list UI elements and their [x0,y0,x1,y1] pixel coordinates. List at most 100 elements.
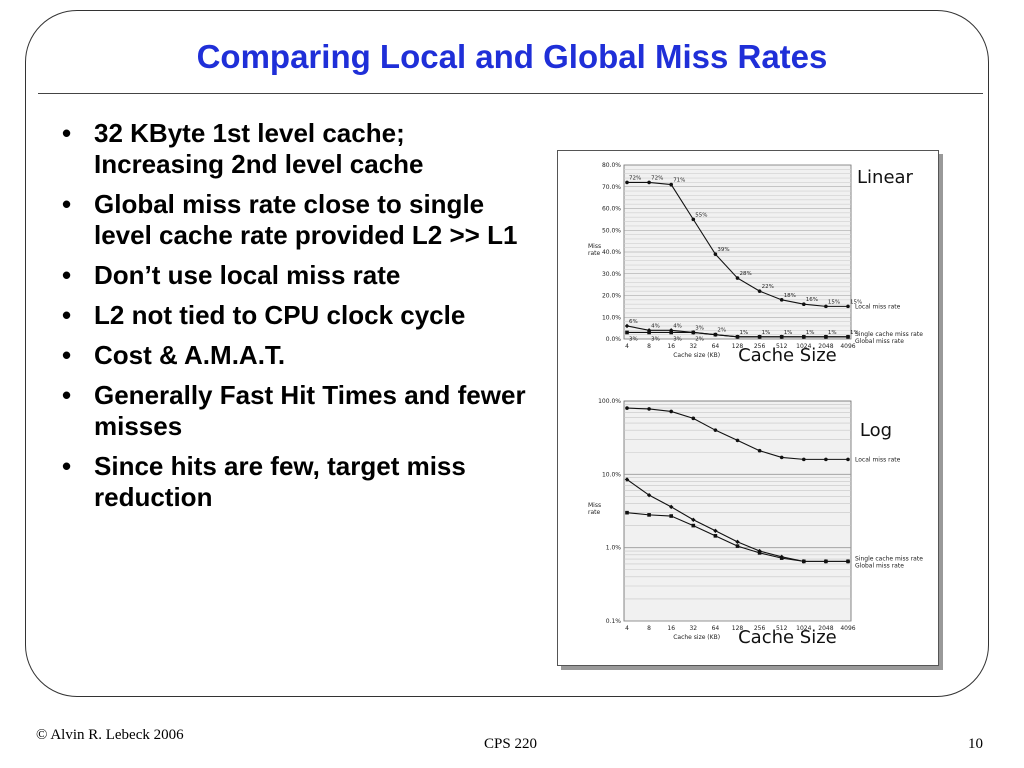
data-label: 3% [673,336,682,342]
bullet-text: Global miss rate close to single level c… [94,189,518,250]
x-axis-caption: Cache Size [738,627,837,648]
x-tick-label: 256 [754,343,766,350]
data-point [713,332,718,337]
data-point [669,182,673,187]
x-axis-caption: Cache Size [738,345,837,366]
y-tick-label: 100.0% [598,398,621,405]
miss-rate-charts: 0.0% 10.0% 20.0% 30.0% 40.0% 50.0% 60.0% 70.0% 8… [588,162,923,648]
data-label: 2% [695,336,704,342]
x-tick-label: 128 [732,625,744,632]
data-label: 16% [806,297,818,303]
footer-course: CPS 220 [484,736,537,752]
x-tick-label: 4096 [840,625,855,632]
data-point [757,335,762,339]
title-divider [38,93,983,94]
bullet-marker: • [62,189,72,219]
miss-rate-figure: 0.0% 10.0% 20.0% 30.0% 40.0% 50.0% 60.0% 70.0% 8… [557,150,939,666]
bullet-marker: • [62,260,72,290]
data-label: 28% [740,271,752,277]
data-point [824,457,828,462]
data-point [757,448,762,453]
data-point [669,409,673,414]
data-point [625,406,629,410]
data-point [824,559,828,564]
x-axis-label: Cache size (KB) [673,352,720,359]
bullet-item: • Global miss rate close to single level … [60,189,538,251]
bullet-text: 32 KByte 1st level cache; Increasing 2nd… [94,118,424,179]
bullet-item: • Don’t use local miss rate [60,260,538,291]
data-label: 1% [850,330,859,336]
chart-title: Linear [857,167,914,188]
bullet-marker: • [62,118,72,148]
data-point [779,298,784,302]
data-point [624,477,630,482]
data-point [669,514,673,518]
slide-title: Comparing Local and Global Miss Rates [196,38,828,75]
data-point [647,330,651,335]
data-label: 72% [651,175,663,181]
data-point [735,276,740,280]
data-point [647,407,651,411]
y-tick-label: 40.0% [602,249,621,256]
data-point [647,180,651,185]
bullet-marker: • [62,451,72,481]
y-tick-label: 60.0% [602,206,621,213]
bullet-marker: • [62,300,72,330]
x-tick-label: 32 [689,343,697,350]
data-label: 71% [673,178,685,184]
y-axis-label-line: Miss [588,502,601,509]
data-label: 39% [717,247,729,253]
data-label: 22% [762,284,774,290]
x-tick-label: 8 [647,343,651,350]
x-tick-label: 16 [667,625,675,632]
data-point [846,559,850,564]
footer-author: © Alvin R. Lebeck 2006 [36,727,184,743]
data-label: 72% [629,175,641,181]
series-legend-label: Local miss rate [855,303,901,310]
bullet-item: • 32 KByte 1st level cache; Increasing 2n… [60,118,538,180]
data-point [691,330,696,335]
x-tick-label: 4 [625,343,629,350]
data-point [669,330,673,335]
data-point [735,539,740,545]
y-axis-label-line: rate [588,509,600,516]
data-label: 1% [762,330,771,336]
y-tick-label: 10.0% [602,471,621,478]
data-label: 1% [784,330,793,336]
y-tick-label: 1.0% [606,545,622,552]
x-tick-label: 1024 [796,343,811,350]
bullet-text: Since hits are few, target miss reductio… [94,451,466,512]
bullet-item: • Generally Fast Hit Times and fewer miss… [60,380,538,442]
data-label: 1% [828,330,837,336]
y-tick-label: 70.0% [602,184,621,191]
x-tick-label: 2048 [818,625,833,632]
plot-area [623,400,852,622]
data-point [824,335,828,339]
data-label: 15% [850,299,862,305]
data-point [625,180,629,185]
bullet-text: Cost & A.M.A.T. [94,340,286,370]
x-tick-label: 4 [625,625,629,632]
bullet-item: • Cost & A.M.A.T. [60,340,538,371]
bullet-item: • Since hits are few, target miss reducti… [60,451,538,513]
y-axis-label-line: rate [588,250,600,257]
bullet-marker: • [62,380,72,410]
bullet-list: • 32 KByte 1st level cache; Increasing 2n… [60,118,538,522]
data-point [802,559,806,564]
y-tick-label: 0.1% [606,618,622,625]
footer-page-number: 10 [968,736,983,752]
data-point [735,438,740,443]
data-point [824,304,828,309]
data-point [735,544,740,548]
x-axis-label: Cache size (KB) [673,634,720,641]
data-label: 2% [717,328,726,334]
data-label: 18% [784,293,796,299]
x-tick-label: 64 [712,343,720,350]
bullet-text: Don’t use local miss rate [94,260,401,290]
data-point [647,513,651,517]
x-tick-label: 128 [732,343,744,350]
data-point [713,252,718,256]
data-point [802,457,806,462]
data-point [735,335,740,339]
data-point [625,330,629,335]
